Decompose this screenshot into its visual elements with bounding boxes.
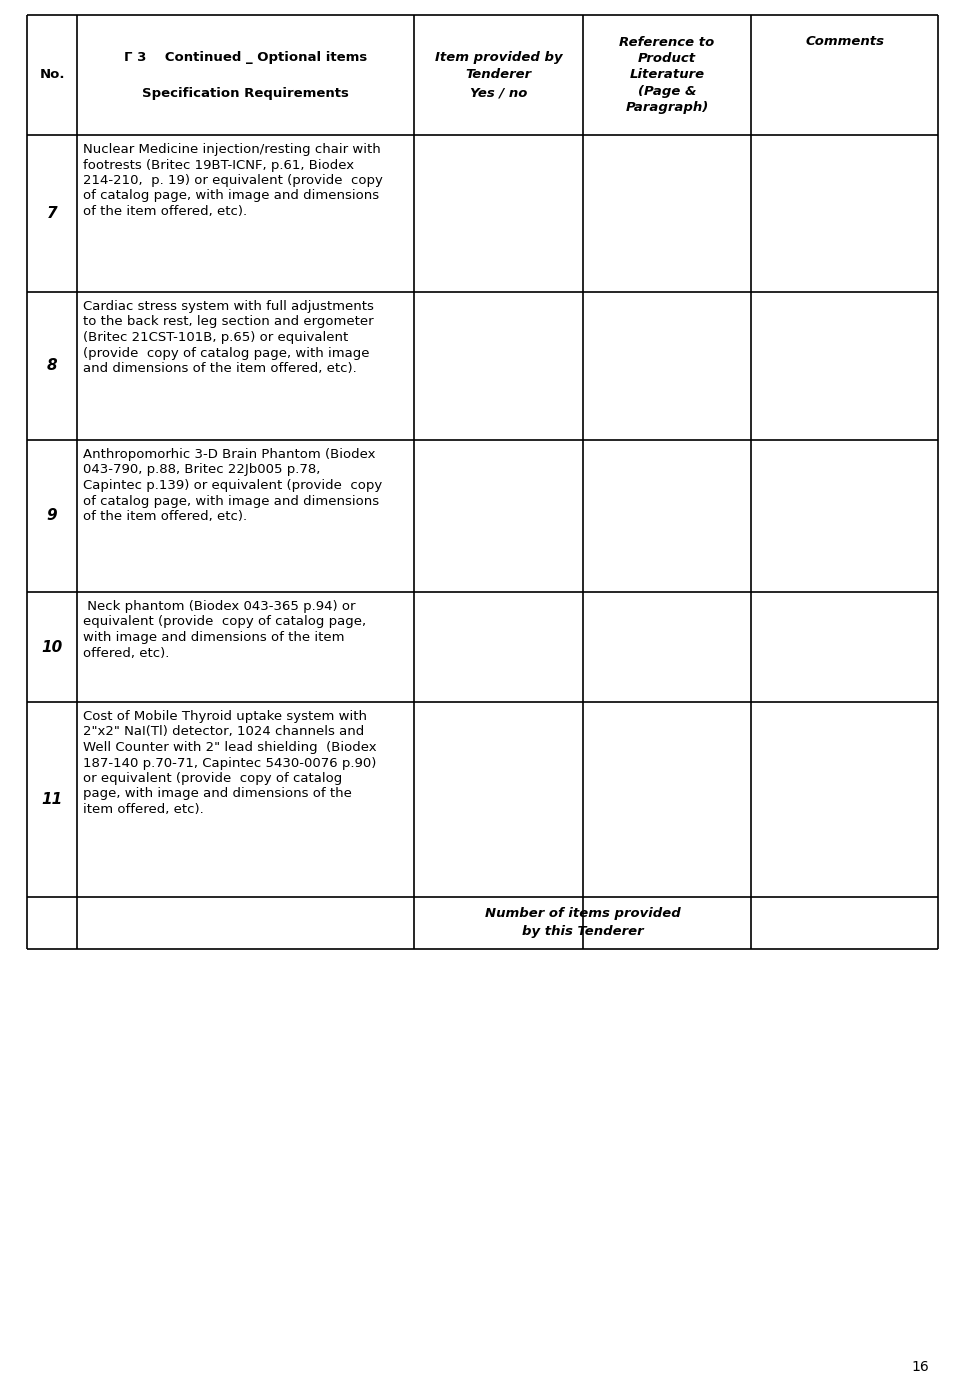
- Text: 7: 7: [47, 205, 58, 221]
- Text: footrests (Britec 19BT-ICNF, p.61, Biodex: footrests (Britec 19BT-ICNF, p.61, Biode…: [84, 158, 354, 172]
- Text: or equivalent (provide  copy of catalog: or equivalent (provide copy of catalog: [84, 773, 343, 785]
- Text: offered, etc).: offered, etc).: [84, 647, 170, 659]
- Text: Anthropomorhic 3-D Brain Phantom (Biodex: Anthropomorhic 3-D Brain Phantom (Biodex: [84, 448, 375, 461]
- Text: Cost of Mobile Thyroid uptake system with: Cost of Mobile Thyroid uptake system wit…: [84, 710, 367, 724]
- Text: 2"x2" NaI(Tl) detector, 1024 channels and: 2"x2" NaI(Tl) detector, 1024 channels an…: [84, 725, 365, 739]
- Text: of the item offered, etc).: of the item offered, etc).: [84, 205, 248, 218]
- Text: 8: 8: [47, 359, 58, 373]
- Text: and dimensions of the item offered, etc).: and dimensions of the item offered, etc)…: [84, 362, 357, 374]
- Text: Cardiac stress system with full adjustments: Cardiac stress system with full adjustme…: [84, 300, 374, 313]
- Text: Number of items provided: Number of items provided: [485, 908, 681, 921]
- Text: 043-790, p.88, Britec 22Jb005 p.78,: 043-790, p.88, Britec 22Jb005 p.78,: [84, 464, 321, 476]
- Text: Item provided by: Item provided by: [435, 50, 563, 63]
- Text: Comments: Comments: [805, 35, 884, 47]
- Text: 10: 10: [41, 640, 62, 655]
- Text: 9: 9: [47, 509, 58, 524]
- Text: equivalent (provide  copy of catalog page,: equivalent (provide copy of catalog page…: [84, 616, 366, 629]
- Text: Tenderer: Tenderer: [466, 68, 532, 81]
- Text: item offered, etc).: item offered, etc).: [84, 803, 204, 816]
- Text: (Britec 21CST-101B, p.65) or equivalent: (Britec 21CST-101B, p.65) or equivalent: [84, 331, 348, 344]
- Text: Reference to: Reference to: [619, 36, 714, 49]
- Text: Yes / no: Yes / no: [469, 87, 527, 99]
- Text: of catalog page, with image and dimensions: of catalog page, with image and dimensio…: [84, 190, 379, 203]
- Text: Capintec p.139) or equivalent (provide  copy: Capintec p.139) or equivalent (provide c…: [84, 479, 382, 492]
- Text: Γ 3    Continued _ Optional items: Γ 3 Continued _ Optional items: [124, 50, 368, 63]
- Text: Literature: Literature: [630, 68, 705, 81]
- Text: No.: No.: [39, 68, 65, 81]
- Text: (provide  copy of catalog page, with image: (provide copy of catalog page, with imag…: [84, 346, 370, 359]
- Text: Product: Product: [637, 53, 696, 66]
- Text: with image and dimensions of the item: with image and dimensions of the item: [84, 631, 345, 644]
- Text: 16: 16: [911, 1361, 929, 1375]
- Text: to the back rest, leg section and ergometer: to the back rest, leg section and ergome…: [84, 316, 373, 328]
- Text: by this Tenderer: by this Tenderer: [522, 925, 643, 939]
- Text: Paragraph): Paragraph): [625, 101, 708, 113]
- Text: Well Counter with 2" lead shielding  (Biodex: Well Counter with 2" lead shielding (Bio…: [84, 740, 376, 754]
- Text: page, with image and dimensions of the: page, with image and dimensions of the: [84, 788, 352, 800]
- Text: 214-210,  p. 19) or equivalent (provide  copy: 214-210, p. 19) or equivalent (provide c…: [84, 175, 383, 187]
- Text: of the item offered, etc).: of the item offered, etc).: [84, 510, 248, 522]
- Text: of catalog page, with image and dimensions: of catalog page, with image and dimensio…: [84, 495, 379, 507]
- Text: (Page &: (Page &: [637, 84, 696, 98]
- Text: Neck phantom (Biodex 043-365 p.94) or: Neck phantom (Biodex 043-365 p.94) or: [84, 599, 355, 613]
- Text: 187-140 p.70-71, Capintec 5430-0076 p.90): 187-140 p.70-71, Capintec 5430-0076 p.90…: [84, 757, 376, 770]
- Text: 11: 11: [41, 792, 62, 807]
- Text: Nuclear Medicine injection/resting chair with: Nuclear Medicine injection/resting chair…: [84, 142, 381, 156]
- Text: Specification Requirements: Specification Requirements: [142, 87, 349, 99]
